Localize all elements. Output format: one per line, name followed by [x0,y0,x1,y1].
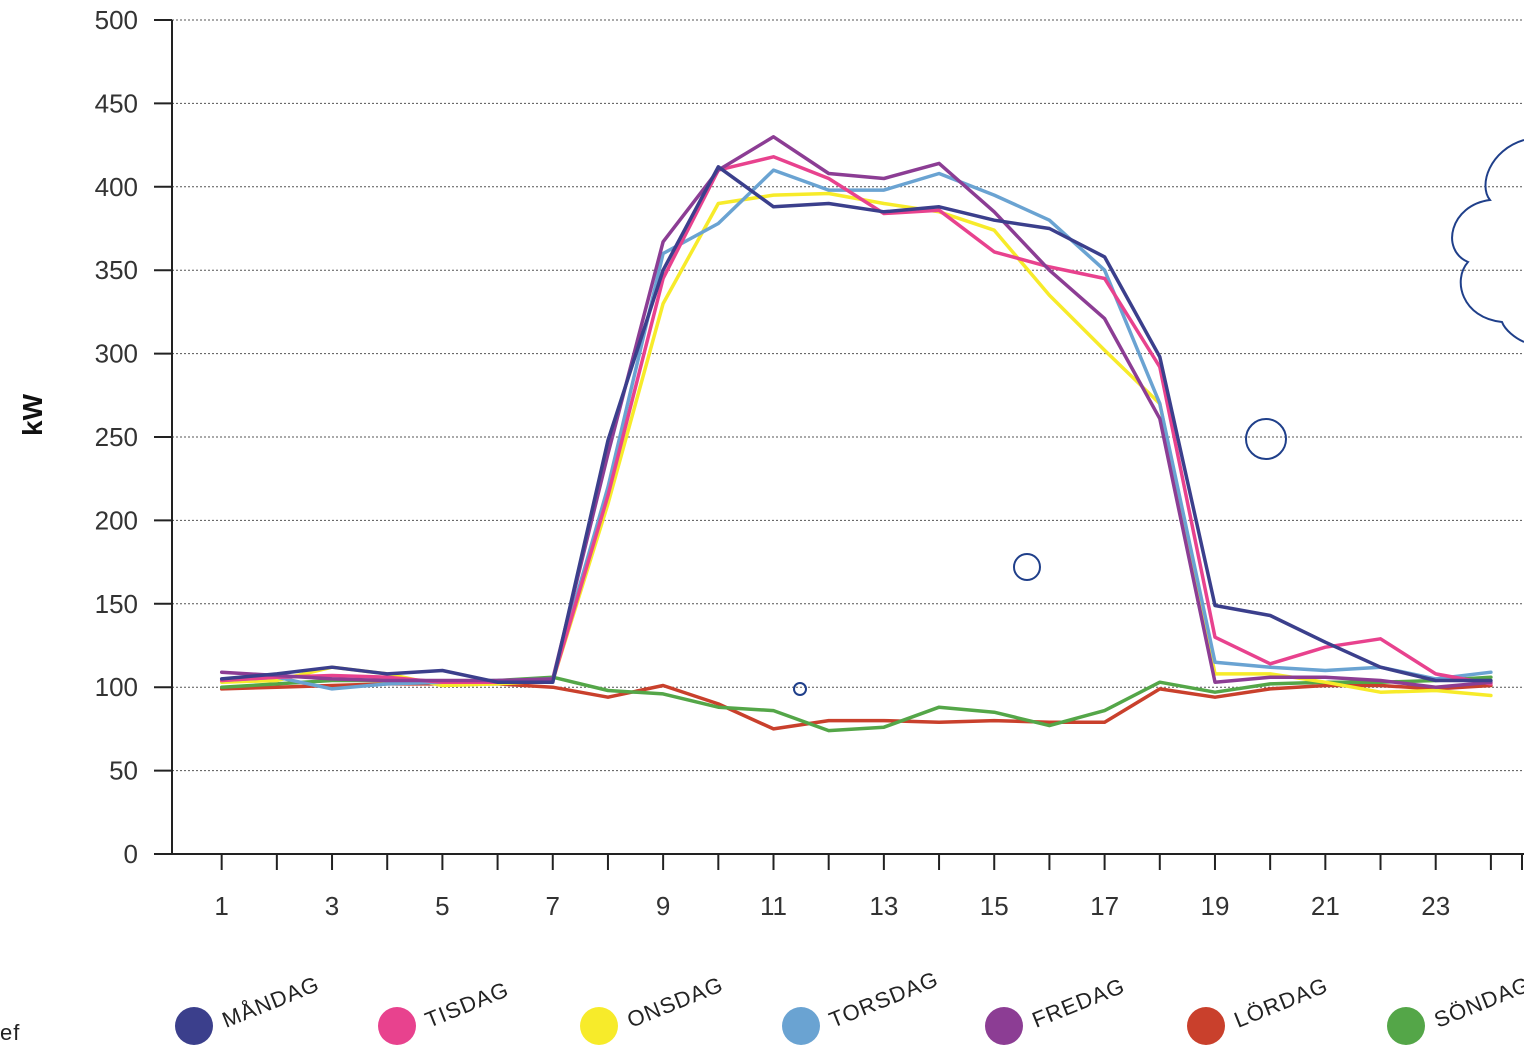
gridlines [172,19,1524,772]
legend-label: SÖNDAG [1431,971,1524,1032]
legend-label: FREDAG [1029,973,1129,1033]
y-tick-label: 450 [95,88,138,118]
cloud-icon [1451,139,1524,343]
legend-swatch [378,1007,416,1045]
y-tick-label: 400 [95,172,138,202]
legend-label: TORSDAG [826,966,942,1032]
series-line-onsdag [219,191,1493,698]
x-tick-label: 5 [435,891,449,921]
legend-swatch [175,1007,213,1045]
x-tick-label: 21 [1311,891,1340,921]
series-line-måndag [219,165,1493,684]
bubble-small-icon [793,682,807,696]
legend: MÅNDAG TISDAG ONSDAG TORSDAG FREDAG LÖRDAG SÖN… [175,966,1524,1045]
y-axis-label: kW [17,393,48,436]
x-tick-label: 15 [980,891,1009,921]
legend-swatch [1387,1007,1425,1045]
x-tick-label: 17 [1090,891,1119,921]
series-line-tisdag [219,155,1493,686]
series-line-fredag [219,135,1493,689]
x-tick-label: 11 [760,891,787,921]
y-tick-label: 150 [95,589,138,619]
y-tick-label: 200 [95,505,138,535]
bubble-medium-icon [1013,553,1041,581]
y-tick-label: 350 [95,255,138,285]
legend-label: MÅNDAG [219,971,323,1033]
x-tick-label: 9 [656,891,670,921]
legend-label: LÖRDAG [1231,972,1332,1032]
series-line-torsdag [219,168,1493,691]
legend-swatch [782,1007,820,1045]
legend-swatch [1187,1007,1225,1045]
y-tick-label: 0 [124,839,138,869]
x-tick-label: 3 [325,891,339,921]
legend-swatch [580,1007,618,1045]
x-tick-label: 7 [546,891,560,921]
decorative-overlays [793,139,1524,696]
x-tick-label: 1 [214,891,228,921]
series-lines [219,135,1493,733]
y-tick-label: 500 [95,5,138,35]
x-tick-label: 19 [1201,891,1230,921]
legend-swatch [985,1007,1023,1045]
series-line-lördag [219,682,1493,731]
legend-label: TISDAG [422,977,513,1033]
x-tick-label: 13 [869,891,898,921]
cropped-left-text: ef [0,1020,20,1045]
x-tick-label: 23 [1421,891,1450,921]
legend-label: ONSDAG [624,971,727,1032]
y-tick-label: 50 [109,756,138,786]
bubble-large-icon [1245,418,1287,460]
y-tick-label: 250 [95,422,138,452]
y-tick-label: 100 [95,672,138,702]
y-tick-label: 300 [95,339,138,369]
